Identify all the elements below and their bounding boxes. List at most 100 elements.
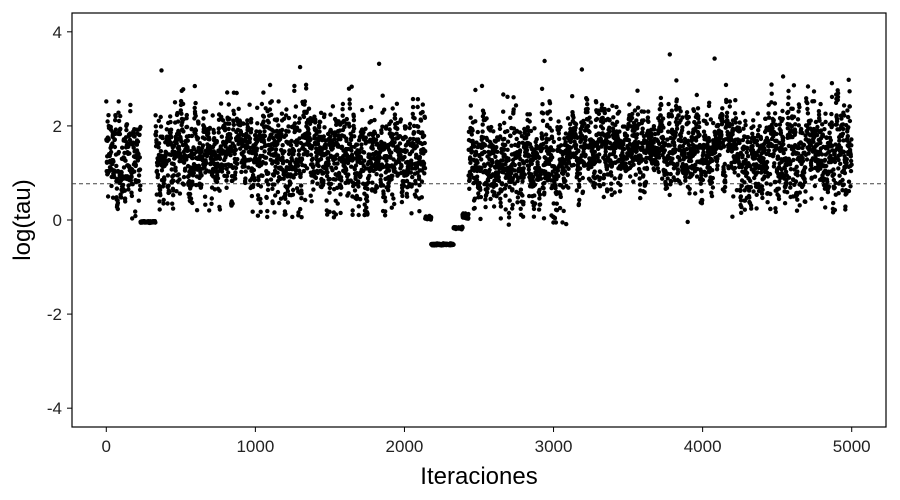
data-point bbox=[195, 136, 201, 141]
data-point bbox=[667, 192, 672, 198]
data-point bbox=[210, 113, 215, 118]
data-point bbox=[634, 118, 639, 123]
data-point bbox=[808, 118, 813, 123]
data-point bbox=[460, 225, 465, 230]
data-point bbox=[112, 137, 118, 142]
data-point bbox=[174, 189, 179, 194]
data-point bbox=[795, 117, 801, 122]
data-point bbox=[788, 181, 793, 186]
data-point bbox=[825, 189, 831, 195]
data-point bbox=[115, 206, 121, 212]
data-point bbox=[612, 190, 617, 195]
data-point bbox=[468, 103, 473, 108]
data-point bbox=[750, 143, 755, 149]
data-point bbox=[185, 138, 190, 143]
data-point bbox=[803, 199, 808, 204]
data-point bbox=[583, 135, 588, 140]
data-point bbox=[532, 126, 537, 131]
data-point bbox=[361, 130, 366, 135]
data-point bbox=[392, 116, 398, 121]
data-point bbox=[422, 115, 428, 121]
data-point bbox=[110, 141, 115, 146]
data-point bbox=[505, 129, 510, 134]
data-point bbox=[298, 183, 304, 188]
data-point bbox=[380, 93, 385, 98]
data-point bbox=[404, 148, 409, 153]
data-point bbox=[280, 155, 285, 160]
data-point bbox=[281, 176, 286, 181]
data-point bbox=[497, 126, 503, 131]
data-point bbox=[231, 122, 236, 128]
data-point bbox=[332, 137, 337, 142]
data-point bbox=[791, 83, 797, 88]
data-point bbox=[724, 110, 730, 116]
data-point bbox=[191, 170, 196, 176]
data-point bbox=[133, 162, 138, 167]
data-point bbox=[388, 119, 394, 124]
data-point bbox=[697, 124, 702, 130]
data-point bbox=[531, 214, 537, 219]
data-point bbox=[262, 149, 267, 154]
data-point bbox=[524, 148, 530, 153]
data-point bbox=[772, 111, 778, 116]
data-point bbox=[588, 120, 593, 125]
data-point bbox=[369, 187, 375, 192]
data-point bbox=[819, 196, 824, 202]
data-point bbox=[733, 120, 738, 125]
data-point bbox=[723, 173, 728, 179]
data-point bbox=[566, 166, 571, 171]
data-point bbox=[470, 128, 475, 133]
data-point bbox=[304, 166, 310, 171]
data-point bbox=[339, 178, 344, 183]
data-point bbox=[709, 180, 715, 185]
data-point bbox=[790, 106, 795, 112]
data-point bbox=[498, 204, 504, 209]
data-point bbox=[407, 121, 413, 127]
data-point bbox=[339, 185, 344, 190]
data-point bbox=[488, 196, 493, 202]
data-point bbox=[161, 201, 166, 206]
data-point bbox=[129, 174, 134, 180]
data-point bbox=[829, 94, 835, 100]
data-point bbox=[475, 129, 480, 135]
data-point bbox=[676, 170, 681, 175]
data-point bbox=[216, 126, 221, 131]
data-point bbox=[203, 202, 208, 207]
data-point bbox=[606, 134, 612, 139]
data-point bbox=[157, 187, 163, 193]
data-point bbox=[216, 130, 221, 135]
data-point bbox=[335, 185, 340, 190]
data-point bbox=[612, 176, 617, 181]
data-point bbox=[608, 187, 614, 192]
data-point bbox=[537, 196, 542, 201]
data-point bbox=[780, 108, 785, 114]
data-point bbox=[193, 100, 198, 106]
data-point bbox=[184, 112, 189, 118]
data-point bbox=[122, 188, 128, 193]
data-point bbox=[127, 151, 132, 156]
data-point bbox=[791, 114, 797, 120]
data-point bbox=[112, 144, 118, 150]
data-point bbox=[577, 171, 583, 176]
data-point bbox=[281, 116, 287, 122]
data-point bbox=[386, 188, 391, 193]
data-point bbox=[364, 205, 369, 210]
data-point bbox=[123, 158, 128, 163]
data-point bbox=[812, 174, 818, 179]
data-point bbox=[313, 117, 318, 122]
data-point bbox=[322, 112, 327, 117]
data-point bbox=[347, 124, 352, 129]
data-point bbox=[627, 102, 632, 107]
data-point bbox=[592, 149, 597, 154]
data-point bbox=[324, 198, 329, 203]
data-point bbox=[715, 163, 720, 168]
data-point bbox=[571, 162, 576, 168]
data-point bbox=[178, 108, 183, 113]
data-point bbox=[846, 125, 851, 130]
data-point bbox=[823, 119, 828, 125]
data-point bbox=[169, 167, 174, 172]
data-point bbox=[529, 161, 534, 166]
data-point bbox=[155, 172, 161, 177]
data-point bbox=[551, 139, 556, 144]
data-point bbox=[778, 130, 784, 136]
